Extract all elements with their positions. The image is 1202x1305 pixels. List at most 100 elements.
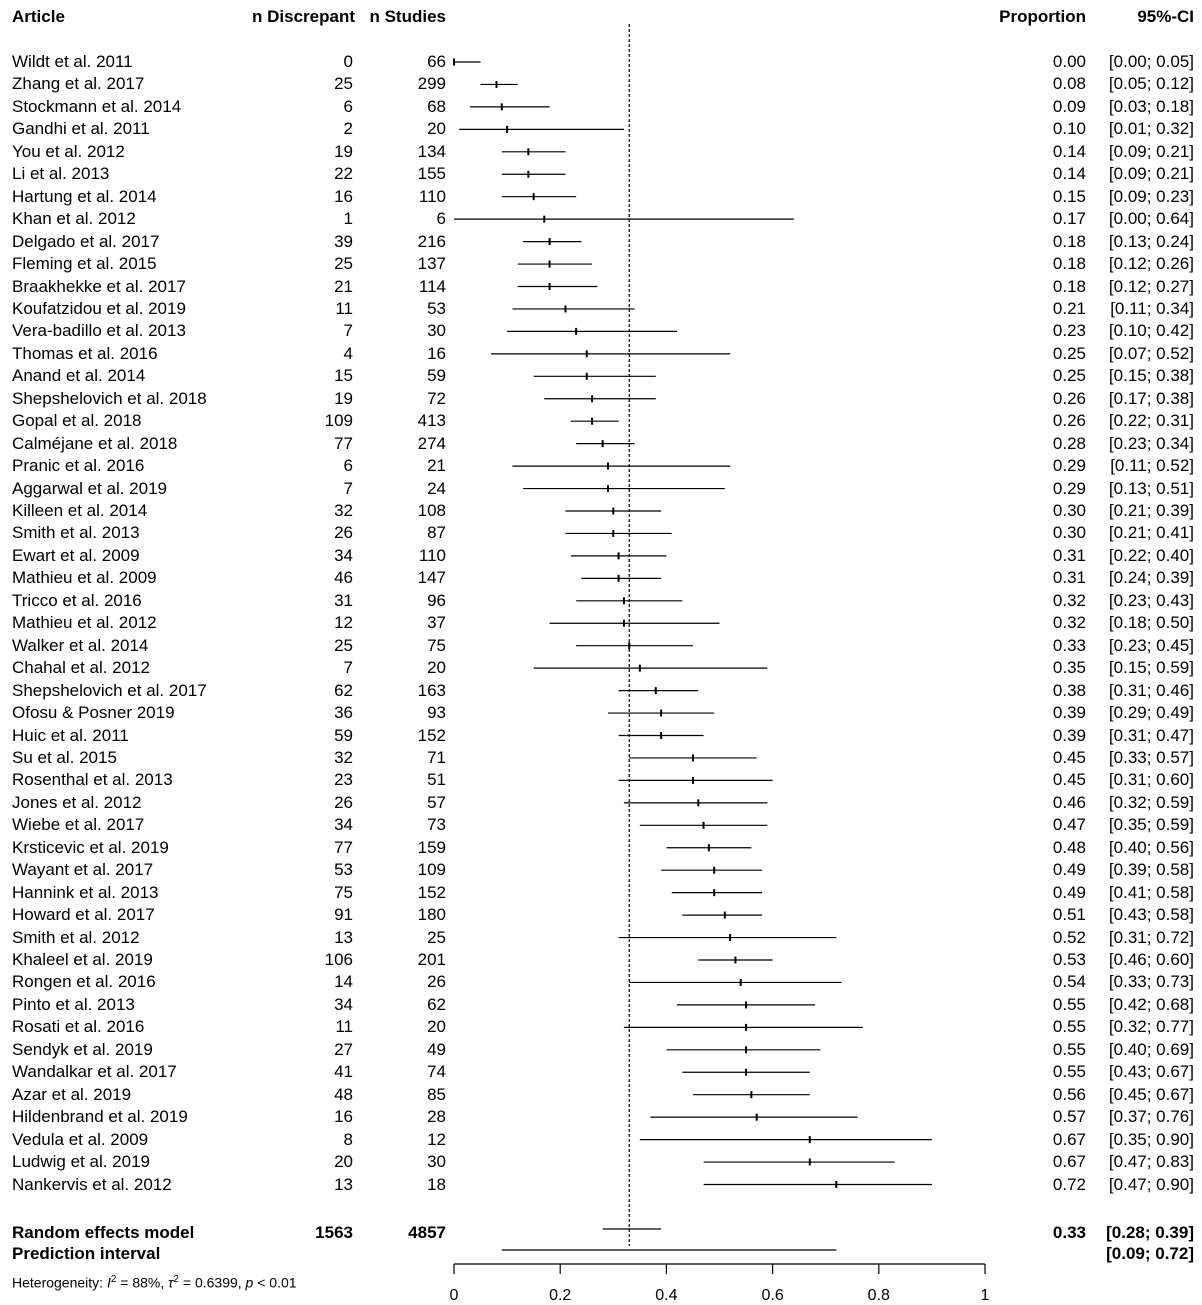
- study-n-studies: 137: [417, 254, 446, 274]
- study-proportion: 0.32: [1052, 613, 1086, 633]
- study-ci: [0.00; 0.05]: [1108, 52, 1194, 71]
- study-n-discrepant: 7: [343, 321, 353, 341]
- study-n-studies: 49: [427, 1039, 446, 1059]
- header-n-studies: n Studies: [369, 7, 446, 26]
- study-n-studies: 201: [417, 950, 446, 969]
- study-n-studies: 20: [427, 1017, 446, 1037]
- study-proportion: 0.49: [1052, 882, 1086, 902]
- study-ci: [0.32; 0.59]: [1108, 792, 1194, 812]
- study-n-studies: 12: [427, 1129, 446, 1149]
- study-ci: [0.01; 0.32]: [1108, 119, 1194, 139]
- study-ci: [0.31; 0.72]: [1108, 927, 1194, 947]
- study-ci: [0.15; 0.59]: [1108, 658, 1194, 678]
- study-ci: [0.31; 0.47]: [1108, 725, 1194, 745]
- study-proportion: 0.46: [1052, 792, 1086, 812]
- study-article: Killeen et al. 2014: [12, 501, 148, 520]
- summary-label: Random effects model: [12, 1223, 195, 1242]
- study-ci: [0.35; 0.59]: [1108, 815, 1194, 835]
- study-n-studies: 71: [427, 747, 446, 767]
- study-ci: [0.45; 0.67]: [1108, 1084, 1194, 1104]
- study-n-studies: 274: [417, 433, 446, 453]
- study-proportion: 0.32: [1052, 590, 1086, 610]
- study-ci: [0.15; 0.38]: [1108, 366, 1194, 386]
- study-n-studies: 152: [417, 725, 446, 745]
- study-article: Su et al. 2015: [12, 747, 117, 767]
- study-article: Stockmann et al. 2014: [12, 96, 182, 116]
- study-proportion: 0.17: [1052, 209, 1086, 229]
- study-n-discrepant: 16: [334, 186, 353, 206]
- study-proportion: 0.18: [1052, 231, 1086, 251]
- study-article: Mathieu et al. 2009: [12, 568, 157, 588]
- study-proportion: 0.26: [1052, 388, 1086, 408]
- study-article: Thomas et al. 2016: [12, 343, 158, 363]
- study-proportion: 0.47: [1052, 815, 1086, 835]
- study-article: Smith et al. 2012: [12, 927, 140, 947]
- study-proportion: 0.15: [1052, 186, 1086, 206]
- study-n-discrepant: 23: [334, 770, 353, 790]
- x-axis-tick-label: 0.2: [549, 1287, 571, 1304]
- study-n-discrepant: 32: [334, 747, 353, 767]
- header-ci: 95%-CI: [1137, 7, 1194, 26]
- study-article: You et al. 2012: [12, 141, 125, 161]
- study-article: Khan et al. 2012: [12, 209, 136, 229]
- x-axis-tick-label: 1: [981, 1287, 990, 1304]
- prediction-ci: [0.09; 0.72]: [1106, 1244, 1194, 1263]
- study-ci: [0.12; 0.27]: [1108, 276, 1194, 296]
- study-n-studies: 413: [417, 411, 446, 431]
- study-n-studies: 109: [417, 860, 446, 880]
- study-ci: [0.10; 0.42]: [1108, 321, 1194, 341]
- study-n-studies: 59: [427, 366, 446, 386]
- tau2-value: = 0.6399,: [178, 1274, 246, 1291]
- study-n-studies: 74: [427, 1062, 446, 1082]
- summary-proportion: 0.33: [1052, 1223, 1086, 1242]
- study-proportion: 0.30: [1052, 501, 1086, 520]
- study-article: Rongen et al. 2016: [12, 972, 156, 992]
- study-n-discrepant: 26: [334, 792, 353, 812]
- study-proportion: 0.54: [1052, 972, 1086, 992]
- study-article: Khaleel et al. 2019: [12, 950, 153, 969]
- x-axis-tick-label: 0.4: [655, 1287, 677, 1304]
- study-ci: [0.40; 0.69]: [1108, 1039, 1194, 1059]
- study-ci: [0.23; 0.34]: [1108, 433, 1194, 453]
- study-n-discrepant: 26: [334, 523, 353, 543]
- study-n-studies: 159: [417, 837, 446, 857]
- study-article: Hartung et al. 2014: [12, 186, 157, 206]
- study-ci: [0.05; 0.12]: [1108, 74, 1194, 94]
- study-article: Braakhekke et al. 2017: [12, 276, 186, 296]
- i2-symbol: I: [106, 1274, 111, 1291]
- study-article: Howard et al. 2017: [12, 905, 155, 925]
- study-n-discrepant: 6: [343, 456, 353, 476]
- study-n-studies: 152: [417, 882, 446, 902]
- study-ci: [0.33; 0.73]: [1108, 972, 1194, 992]
- study-n-studies: 85: [427, 1084, 446, 1104]
- study-ci: [0.42; 0.68]: [1108, 994, 1194, 1014]
- study-proportion: 0.72: [1052, 1174, 1086, 1194]
- study-proportion: 0.55: [1052, 1062, 1086, 1082]
- study-n-studies: 57: [427, 792, 446, 812]
- study-article: Hildenbrand et al. 2019: [12, 1107, 188, 1127]
- study-ci: [0.24; 0.39]: [1108, 568, 1194, 588]
- header-n-discrepant: n Discrepant: [252, 7, 355, 26]
- study-article: Vera-badillo et al. 2013: [12, 321, 186, 341]
- study-n-discrepant: 25: [334, 254, 353, 274]
- study-n-discrepant: 48: [334, 1084, 353, 1104]
- study-n-studies: 53: [427, 298, 446, 318]
- study-ci: [0.41; 0.58]: [1108, 882, 1194, 902]
- study-n-discrepant: 77: [334, 433, 353, 453]
- study-article: Nankervis et al. 2012: [12, 1174, 172, 1194]
- study-n-studies: 114: [418, 276, 446, 296]
- study-proportion: 0.39: [1052, 725, 1086, 745]
- study-n-discrepant: 15: [334, 366, 353, 386]
- study-proportion: 0.39: [1052, 703, 1086, 723]
- study-ci: [0.00; 0.64]: [1108, 209, 1194, 229]
- study-n-discrepant: 11: [335, 298, 353, 318]
- study-ci: [0.12; 0.26]: [1108, 254, 1194, 274]
- study-n-discrepant: 32: [334, 501, 353, 520]
- study-ci: [0.21; 0.41]: [1108, 523, 1194, 543]
- study-proportion: 0.18: [1052, 254, 1086, 274]
- study-article: Wildt et al. 2011: [12, 52, 133, 71]
- study-n-discrepant: 106: [324, 950, 353, 969]
- study-article: Ludwig et al. 2019: [12, 1152, 150, 1172]
- study-n-studies: 16: [427, 343, 446, 363]
